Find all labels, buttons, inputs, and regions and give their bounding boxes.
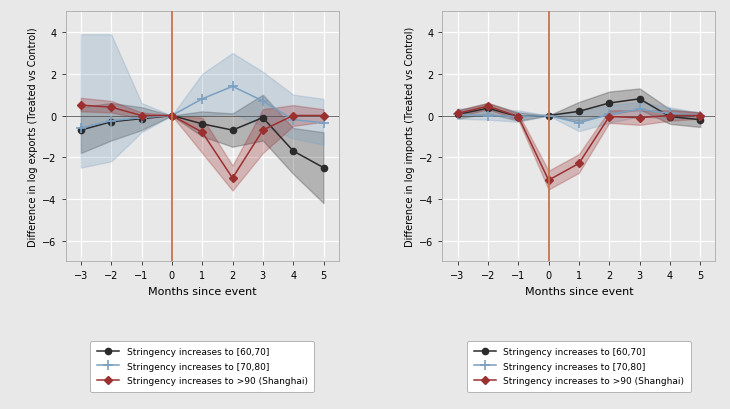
- Y-axis label: Difference in log exports (Treated vs Control): Difference in log exports (Treated vs Co…: [28, 27, 38, 247]
- X-axis label: Months since event: Months since event: [148, 286, 256, 296]
- Y-axis label: Difference in log imports (Treated vs Control): Difference in log imports (Treated vs Co…: [405, 27, 415, 247]
- Legend: Stringency increases to [60,70], Stringency increases to [70,80], Stringency inc: Stringency increases to [60,70], Stringe…: [91, 341, 314, 392]
- X-axis label: Months since event: Months since event: [525, 286, 633, 296]
- Legend: Stringency increases to [60,70], Stringency increases to [70,80], Stringency inc: Stringency increases to [60,70], Stringe…: [467, 341, 691, 392]
